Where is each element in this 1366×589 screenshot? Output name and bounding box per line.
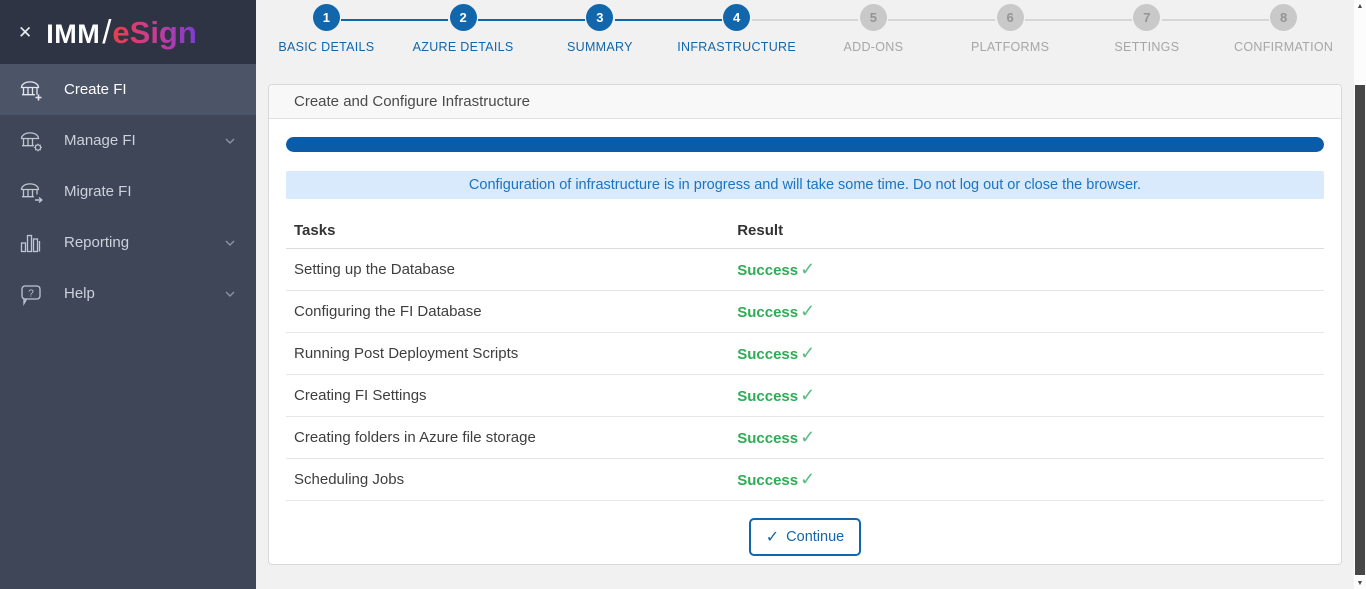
result-column-header: Result	[729, 212, 1324, 249]
step-label: PLATFORMS	[971, 40, 1050, 54]
step-infrastructure[interactable]: 4 INFRASTRUCTURE	[668, 4, 805, 72]
step-label: SUMMARY	[566, 40, 633, 54]
help-bubble-icon: ?	[18, 281, 44, 307]
logo-slash: /	[102, 13, 112, 50]
chevron-down-icon	[222, 133, 238, 149]
step-number: 6	[996, 4, 1024, 31]
sidebar-item-reporting[interactable]: Reporting	[0, 217, 256, 268]
task-result: Success	[737, 472, 799, 489]
continue-button-label: Continue	[786, 529, 845, 545]
success-check-icon: ✓	[800, 385, 816, 405]
step-summary[interactable]: 3 SUMMARY	[531, 4, 669, 72]
task-name: Creating folders in Azure file storage	[286, 416, 730, 459]
info-alert: Configuration of infrastructure is in pr…	[286, 171, 1324, 199]
task-name: Setting up the Database	[286, 248, 730, 291]
sidebar-header: ✕ IMM / eSign	[0, 0, 256, 64]
sidebar-item-label: Migrate FI	[64, 183, 132, 200]
step-add-ons[interactable]: 5 ADD-ONS	[805, 4, 942, 72]
task-row: Scheduling Jobs Success ✓	[286, 458, 1324, 501]
step-number: 2	[449, 4, 477, 31]
sidebar-item-help[interactable]: ? Help	[0, 268, 256, 319]
task-row: Setting up the Database Success ✓	[286, 248, 1324, 291]
step-number: 5	[859, 4, 887, 31]
bank-gear-icon	[18, 128, 44, 154]
logo-imm-text: IMM	[46, 19, 101, 49]
panel-title: Create and Configure Infrastructure	[269, 85, 1341, 119]
task-name: Scheduling Jobs	[286, 458, 730, 501]
bank-plus-icon	[18, 77, 44, 103]
task-result: Success	[737, 430, 799, 447]
tasks-table: Tasks Result Setting up the Database Suc…	[286, 212, 1324, 501]
chevron-down-icon	[222, 286, 238, 302]
scroll-down-arrow-icon[interactable]: ▼	[1356, 579, 1364, 587]
sidebar-item-label: Manage FI	[64, 132, 136, 149]
step-platforms[interactable]: 6 PLATFORMS	[941, 4, 1079, 72]
step-number: 4	[723, 4, 751, 31]
continue-button[interactable]: ✓ Continue	[748, 518, 862, 556]
sidebar-item-create-fi[interactable]: Create FI	[0, 64, 256, 115]
step-label: AZURE DETAILS	[412, 40, 514, 54]
step-label: SETTINGS	[1114, 40, 1180, 54]
sidebar: ✕ IMM / eSign Create FI	[0, 0, 256, 589]
success-check-icon: ✓	[800, 301, 816, 321]
bank-arrow-icon	[18, 179, 44, 205]
task-row: Configuring the FI Database Success ✓	[286, 290, 1324, 333]
scroll-up-arrow-icon[interactable]: ▲	[1356, 2, 1364, 10]
svg-text:?: ?	[28, 288, 34, 299]
task-row: Creating FI Settings Success ✓	[286, 374, 1324, 417]
step-number: 8	[1270, 4, 1298, 31]
task-result: Success	[737, 262, 799, 279]
step-number: 7	[1133, 4, 1161, 31]
bar-chart-icon	[18, 230, 44, 256]
wizard-stepper: 1 BASIC DETAILS 2 AZURE DETAILS 3 SUMMAR…	[256, 0, 1354, 72]
success-check-icon: ✓	[800, 469, 816, 489]
vertical-scrollbar: ▲ ▼	[1354, 0, 1366, 589]
step-confirmation[interactable]: 8 CONFIRMATION	[1215, 4, 1352, 72]
task-name: Creating FI Settings	[286, 374, 730, 417]
success-check-icon: ✓	[800, 343, 816, 363]
task-name: Configuring the FI Database	[286, 290, 730, 333]
task-result: Success	[737, 304, 799, 321]
chevron-down-icon	[222, 235, 238, 251]
logo-esign-text: eSign	[112, 15, 197, 50]
progress-bar	[286, 137, 1324, 152]
success-check-icon: ✓	[800, 259, 816, 279]
step-number: 1	[312, 4, 340, 31]
app-logo: IMM / eSign	[46, 13, 197, 51]
step-azure-details[interactable]: 2 AZURE DETAILS	[394, 4, 532, 72]
progress-fill	[286, 137, 1324, 152]
infrastructure-panel: Create and Configure Infrastructure Conf…	[268, 84, 1342, 565]
tasks-column-header: Tasks	[286, 212, 730, 249]
step-label: ADD-ONS	[843, 40, 904, 54]
sidebar-item-label: Help	[64, 285, 95, 302]
task-name: Running Post Deployment Scripts	[286, 332, 730, 375]
sidebar-item-label: Reporting	[64, 234, 130, 251]
step-basic-details[interactable]: 1 BASIC DETAILS	[258, 4, 395, 72]
task-row: Running Post Deployment Scripts Success ✓	[286, 332, 1324, 375]
task-result: Success	[737, 346, 799, 363]
success-check-icon: ✓	[800, 427, 816, 447]
step-number: 3	[586, 4, 614, 31]
task-row: Creating folders in Azure file storage S…	[286, 416, 1324, 459]
step-label: BASIC DETAILS	[278, 40, 375, 54]
sidebar-item-migrate-fi[interactable]: Migrate FI	[0, 166, 256, 217]
task-result: Success	[737, 388, 799, 405]
step-settings[interactable]: 7 SETTINGS	[1078, 4, 1216, 72]
step-label: INFRASTRUCTURE	[677, 40, 797, 54]
main-content: 1 BASIC DETAILS 2 AZURE DETAILS 3 SUMMAR…	[256, 0, 1354, 589]
sidebar-item-label: Create FI	[64, 81, 127, 98]
sidebar-menu: Create FI Manage FI	[0, 64, 256, 319]
step-label: CONFIRMATION	[1234, 40, 1334, 54]
scrollbar-thumb[interactable]	[1355, 85, 1365, 575]
check-icon: ✓	[765, 529, 780, 546]
close-icon[interactable]: ✕	[18, 22, 33, 42]
sidebar-item-manage-fi[interactable]: Manage FI	[0, 115, 256, 166]
